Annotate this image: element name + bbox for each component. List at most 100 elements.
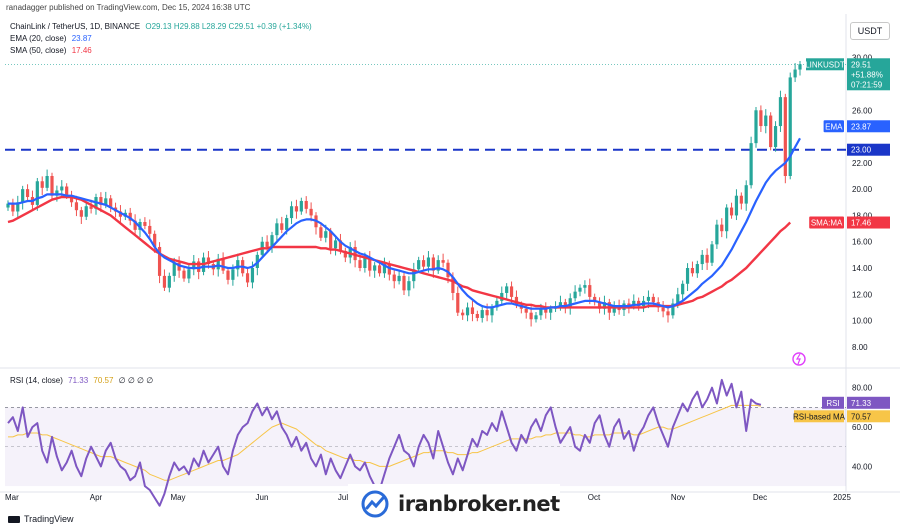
rsi-tag-label-bg [822,396,844,409]
candle-body [666,311,670,316]
rsi-ma-legend-value: 70.57 [93,376,114,385]
rsi-legend-label: RSI (14, close) [10,376,63,385]
candle-body [637,300,641,307]
candle-body [373,265,377,271]
sma-legend-label: SMA (50, close) [10,46,67,55]
time-tick-label: Mar [5,493,19,502]
candle-body [544,308,548,313]
candle-body [593,296,597,303]
candle-body [500,292,504,301]
candle-body [309,208,313,216]
candle-body [514,296,519,305]
candle-body [705,254,709,263]
candle-body [461,312,465,316]
candle-body [368,257,372,271]
candle-body [783,97,787,176]
candle-body [480,310,484,318]
candle-body [744,185,748,204]
candle-body [167,275,171,288]
candle-body [734,195,739,216]
candle-body [382,264,387,274]
candle-body [45,176,49,188]
sma-tag-value-bg [847,216,890,229]
time-tick-label: Dec [753,493,767,502]
candle-body [65,186,69,196]
candle-body [715,224,719,245]
candle-body [338,240,343,251]
candle-body [627,303,631,307]
rsi-legend-value: 71.33 [68,376,89,385]
currency-selector[interactable]: USDT [850,22,890,40]
candle-body [285,218,289,230]
candle-body [294,206,299,212]
candle-body [465,307,470,316]
candle-body [749,143,753,186]
time-tick-label: Oct [588,493,601,502]
candle-body [685,268,690,284]
candle-body [651,296,655,303]
candle-body [324,231,328,238]
candle-body [769,115,773,148]
sma-legend-value: 17.46 [71,46,92,55]
price-tick-label: 30.00 [852,54,873,63]
price-tick-label: 20.00 [852,185,873,194]
sma-tag-label: SMA:MA [811,219,843,228]
time-tick-label: 2025 [833,493,851,502]
candle-body [690,268,695,274]
candle-body [739,195,743,204]
candle-body [764,115,768,127]
rsi-ma-line [8,404,761,481]
candle-body [187,269,191,279]
symbol-tag: LINKUSDT [805,60,845,69]
candle-body [475,314,479,318]
sma-tag-label-bg [809,216,844,229]
candle-body [568,298,572,308]
candle-body [226,270,230,280]
candle-body [84,206,88,217]
candle-body [426,257,431,267]
candle-body [612,306,616,313]
candle-body [759,110,763,127]
candle-body [798,64,802,70]
candle-body [695,264,699,274]
time-tick-label: Nov [671,493,685,502]
candle-body [55,190,59,196]
candle-body [358,260,362,268]
candle-body [118,211,123,217]
candle-body [720,224,724,232]
tradingview-brand: TradingView [8,514,74,524]
watermark: iranbroker.net [348,484,560,524]
candle-body [485,310,489,316]
rsi-tick-label: 80.00 [852,384,873,393]
candle-body [436,260,440,271]
candle-body [231,269,235,280]
candle-body [21,189,25,203]
candle-body [681,283,685,295]
candle-body [431,257,435,271]
candle-body [245,273,250,283]
time-tick-label: Jun [256,493,269,502]
candle-body [353,246,357,261]
price-tag: 29.51 [851,60,872,69]
candle-body [573,291,577,299]
rsi-ma-tag-value-bg [847,410,890,423]
candle-body [192,261,196,270]
candle-body [60,186,64,191]
candle-body [319,227,323,238]
candle-body [676,294,680,304]
level-tag: 23.00 [851,146,872,155]
candle-body [250,268,255,283]
candle-body [412,269,416,282]
ema-legend: EMA (20, close) 23.87 [10,34,92,43]
price-tick-label: 22.00 [852,159,873,168]
rsi-tag-label: RSI [826,399,839,408]
candle-body [133,220,137,230]
price-tick-label: 8.00 [852,343,868,352]
candle-body [221,258,225,271]
candle-body [172,262,176,276]
candle-body [128,212,132,221]
candle-body [524,308,528,313]
candle-body [778,97,783,127]
candle-body [270,235,274,247]
